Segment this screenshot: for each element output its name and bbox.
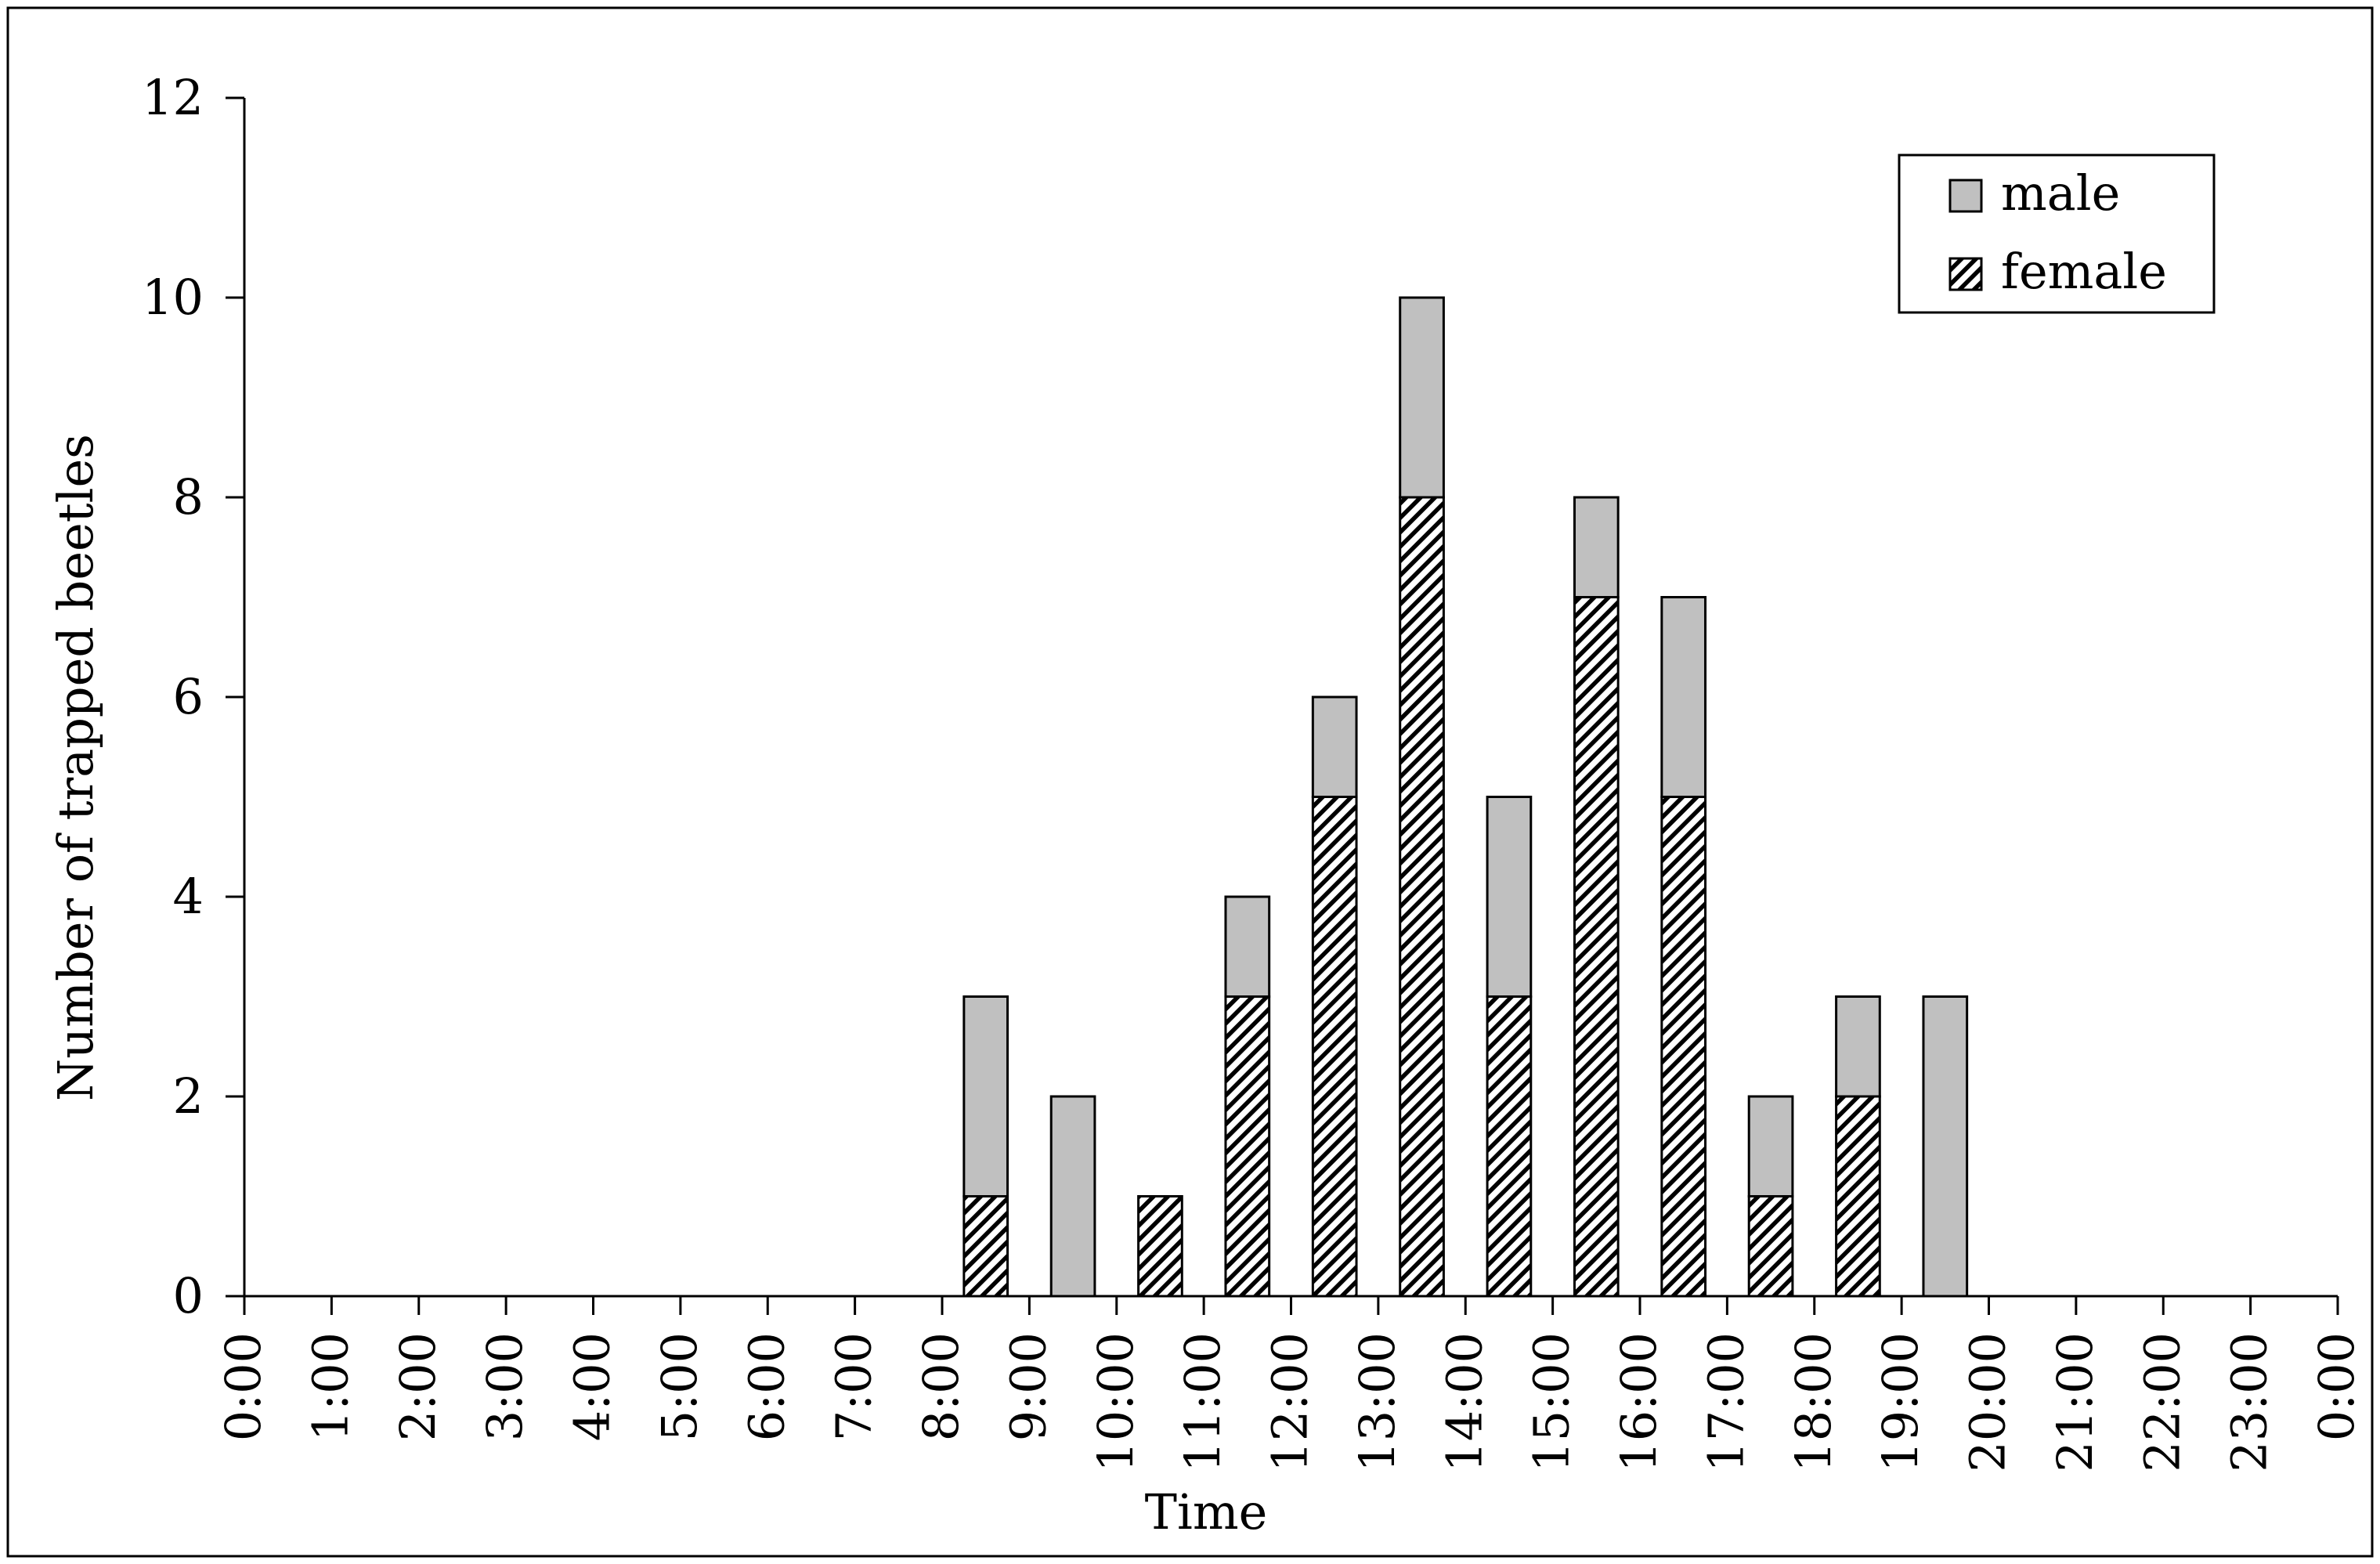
x-tick-label: 7:00 — [825, 1332, 883, 1441]
y-axis-label: Number of trapped beetles — [47, 434, 104, 1101]
y-tick-label: 4 — [173, 868, 204, 925]
bars-layer — [962, 296, 1969, 1298]
x-tick-label: 1:00 — [302, 1332, 359, 1441]
x-tick-label: 8:00 — [912, 1332, 970, 1441]
x-tick-label: 14:00 — [1436, 1332, 1493, 1472]
x-tick-label: 23:00 — [2221, 1332, 2278, 1472]
x-tick-label: 20:00 — [1959, 1332, 2017, 1472]
bar-male — [1660, 596, 1707, 798]
x-tick-label: 11:00 — [1174, 1332, 1231, 1472]
axes-layer: 0 2 4 6 8 10 12 0:00 1:00 2:00 3:00 4:00 5:00 6:00 7:0… — [142, 69, 2365, 1472]
x-tick-label: 15:00 — [1523, 1332, 1580, 1472]
x-tick-label: 13:00 — [1349, 1332, 1406, 1472]
bar-male — [1747, 1095, 1794, 1197]
y-tick-label: 0 — [173, 1267, 204, 1324]
y-tick-label: 2 — [173, 1067, 204, 1125]
legend-swatch-female — [1948, 257, 1983, 291]
bar-male — [1049, 1095, 1096, 1298]
x-tick-label: 9:00 — [999, 1332, 1056, 1441]
bar-male — [1224, 895, 1271, 998]
bar-female — [1137, 1195, 1183, 1298]
y-tick-label: 6 — [173, 668, 204, 725]
x-tick-label: 16:00 — [1610, 1332, 1667, 1472]
y-tick-label: 8 — [173, 468, 204, 526]
x-tick-label: 3:00 — [476, 1332, 533, 1441]
x-tick-label: 6:00 — [738, 1332, 795, 1441]
bar-male — [1399, 296, 1445, 499]
bar-female — [1835, 1095, 1881, 1298]
y-tick-label: 12 — [142, 69, 204, 126]
x-tick-label: 17:00 — [1697, 1332, 1754, 1472]
x-tick-label: 22:00 — [2133, 1332, 2190, 1472]
bar-female — [962, 1195, 1009, 1298]
y-tick-label: 10 — [142, 269, 204, 326]
x-tick-label: 12:00 — [1262, 1332, 1319, 1472]
x-tick-label: 10:00 — [1087, 1332, 1144, 1472]
bar-male — [1922, 995, 1969, 1298]
bar-female — [1573, 596, 1620, 1298]
x-tick-label: 2:00 — [389, 1332, 446, 1441]
legend-label-male: male — [2001, 164, 2120, 222]
legend: male female — [1898, 154, 2216, 314]
bar-male — [962, 995, 1009, 1197]
bar-female — [1399, 496, 1445, 1298]
x-axis-label: Time — [1145, 1483, 1268, 1541]
bar-female — [1486, 995, 1533, 1298]
legend-swatch-male — [1948, 179, 1983, 213]
x-tick-label: 18:00 — [1785, 1332, 1842, 1472]
bar-female — [1224, 995, 1271, 1298]
x-tick-label: 4:00 — [564, 1332, 621, 1441]
bar-male — [1311, 695, 1358, 798]
bar-male — [1835, 995, 1881, 1098]
legend-label-female: female — [2001, 243, 2167, 300]
x-tick-label: 0:00 — [215, 1332, 272, 1441]
bar-male — [1573, 496, 1620, 598]
x-tick-label: 21:00 — [2046, 1332, 2104, 1472]
x-tick-label: 5:00 — [651, 1332, 708, 1441]
bar-female — [1747, 1195, 1794, 1298]
bar-male — [1486, 796, 1533, 998]
x-tick-label: 19:00 — [1872, 1332, 1929, 1472]
bar-female — [1660, 796, 1707, 1298]
x-tick-label: 0:00 — [2308, 1332, 2365, 1441]
bar-female — [1311, 796, 1358, 1298]
